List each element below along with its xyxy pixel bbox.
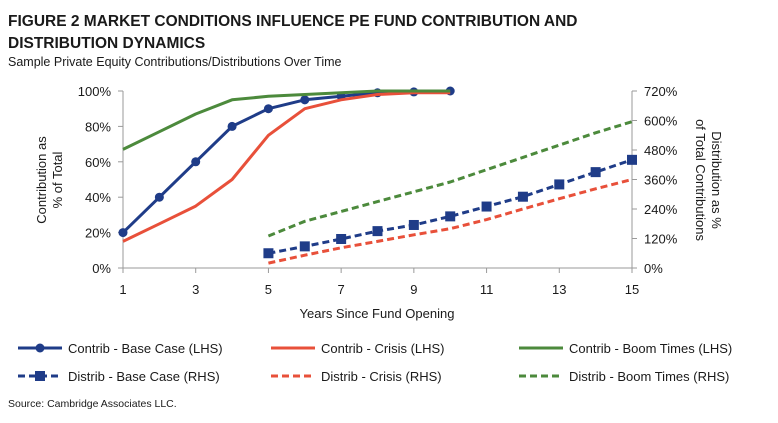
- x-tick-label: 5: [265, 282, 272, 297]
- series-contrib-boom-times-lhs: [122, 89, 451, 151]
- y-right-tick-label: 720%: [644, 84, 678, 99]
- chart-title-line-2: DISTRIBUTION DYNAMICS: [8, 35, 205, 52]
- y-left-tick-label: 60%: [85, 155, 111, 170]
- y-left-axis-label-line-2: % of Total: [50, 151, 65, 208]
- x-tick-label: 13: [552, 282, 566, 297]
- series-layer: [118, 86, 637, 265]
- x-axis-label: Years Since Fund Opening: [300, 306, 455, 321]
- x-tick-label: 3: [192, 282, 199, 297]
- legend-label: Distrib - Base Case (RHS): [68, 369, 220, 384]
- data-point: [299, 241, 310, 252]
- series-line: [121, 89, 451, 234]
- series-contrib-base-case-lhs: [118, 86, 455, 238]
- chart-subtitle: Sample Private Equity Contributions/Dist…: [8, 55, 342, 69]
- data-point: [408, 219, 419, 230]
- y-right-axis-label-line-2: of Total Contributions: [693, 119, 708, 241]
- x-tick-label: 11: [480, 282, 494, 297]
- series-line: [122, 89, 451, 151]
- y-left-axis-label: Contribution as % of Total: [34, 136, 65, 224]
- data-point: [336, 233, 347, 244]
- y-left-axis-label-line-1: Contribution as: [34, 136, 49, 224]
- data-point: [517, 191, 528, 202]
- series-contrib-crisis-lhs: [122, 91, 451, 243]
- y-right-tick-label: 480%: [644, 143, 678, 158]
- y-right-tick-label: 600%: [644, 114, 678, 129]
- data-point: [627, 154, 637, 165]
- series-line: [267, 120, 633, 238]
- data-point: [191, 157, 201, 167]
- y-right-tick-label: 240%: [644, 202, 678, 217]
- series-distrib-boom-times-rhs: [267, 120, 633, 238]
- legend-item-contrib-boom-times-lhs: Contrib - Boom Times (LHS): [519, 341, 732, 356]
- legend-item-distrib-crisis-rhs: Distrib - Crisis (RHS): [271, 369, 442, 384]
- legend-label: Distrib - Boom Times (RHS): [569, 369, 729, 384]
- legend-item-contrib-base-case-lhs: Contrib - Base Case (LHS): [18, 341, 223, 356]
- series-line: [268, 158, 633, 255]
- data-point: [227, 121, 237, 131]
- y-left-tick-label: 0%: [92, 261, 111, 276]
- y-right-tick-label: 0%: [644, 261, 663, 276]
- y-left-tick-label: 80%: [85, 119, 111, 134]
- data-point: [554, 179, 565, 190]
- data-point: [154, 192, 164, 202]
- series-distrib-crisis-rhs: [268, 178, 633, 265]
- y-right-tick-label: 120%: [644, 232, 678, 247]
- chart-title-line-1: FIGURE 2 MARKET CONDITIONS INFLUENCE PE …: [8, 13, 577, 30]
- legend-item-contrib-crisis-lhs: Contrib - Crisis (LHS): [271, 341, 445, 356]
- legend-item-distrib-base-case-rhs: Distrib - Base Case (RHS): [18, 369, 220, 384]
- y-right-axis-label-line-1: Distribution as %: [709, 131, 724, 229]
- x-tick-label: 9: [410, 282, 417, 297]
- data-point: [481, 201, 492, 212]
- source-note: Source: Cambridge Associates LLC.: [8, 398, 177, 410]
- y-left-tick-label: 20%: [85, 226, 111, 241]
- data-point: [263, 248, 274, 259]
- series-line: [122, 91, 451, 243]
- x-tick-label: 15: [625, 282, 639, 297]
- y-left-tick-label: 40%: [85, 190, 111, 205]
- y-right-ticks: 0% 120% 240% 360% 480% 600% 720%: [632, 84, 678, 276]
- y-left-ticks: 0% 20% 40% 60% 80% 100%: [78, 84, 123, 276]
- series-line: [268, 178, 633, 265]
- data-point: [590, 167, 601, 178]
- legend-label: Distrib - Crisis (RHS): [321, 369, 442, 384]
- data-point: [263, 104, 273, 114]
- data-point: [372, 226, 383, 237]
- legend-label: Contrib - Boom Times (LHS): [569, 341, 732, 356]
- data-point: [300, 95, 310, 105]
- legend-label: Contrib - Crisis (LHS): [321, 341, 445, 356]
- data-point: [445, 211, 456, 222]
- y-right-tick-label: 360%: [644, 173, 678, 188]
- legend-marker: [35, 371, 45, 381]
- y-left-tick-label: 100%: [78, 84, 112, 99]
- legend: Contrib - Base Case (LHS) Contrib - Crisi…: [18, 341, 732, 384]
- series-distrib-base-case-rhs: [263, 154, 637, 259]
- y-right-axis-label: Distribution as % of Total Contributions: [693, 119, 724, 241]
- x-tick-label: 7: [338, 282, 345, 297]
- legend-marker: [35, 343, 45, 353]
- x-tick-label: 1: [119, 282, 126, 297]
- x-ticks: 1 3 5 7 9 11 13 15: [119, 268, 639, 297]
- plot-area: 1 3 5 7 9 11 13 15 0%20%40%60%80%100% 0%120%240…: [78, 84, 678, 297]
- legend-label: Contrib - Base Case (LHS): [68, 341, 223, 356]
- legend-item-distrib-boom-times-rhs: Distrib - Boom Times (RHS): [519, 369, 729, 384]
- data-point: [118, 228, 128, 238]
